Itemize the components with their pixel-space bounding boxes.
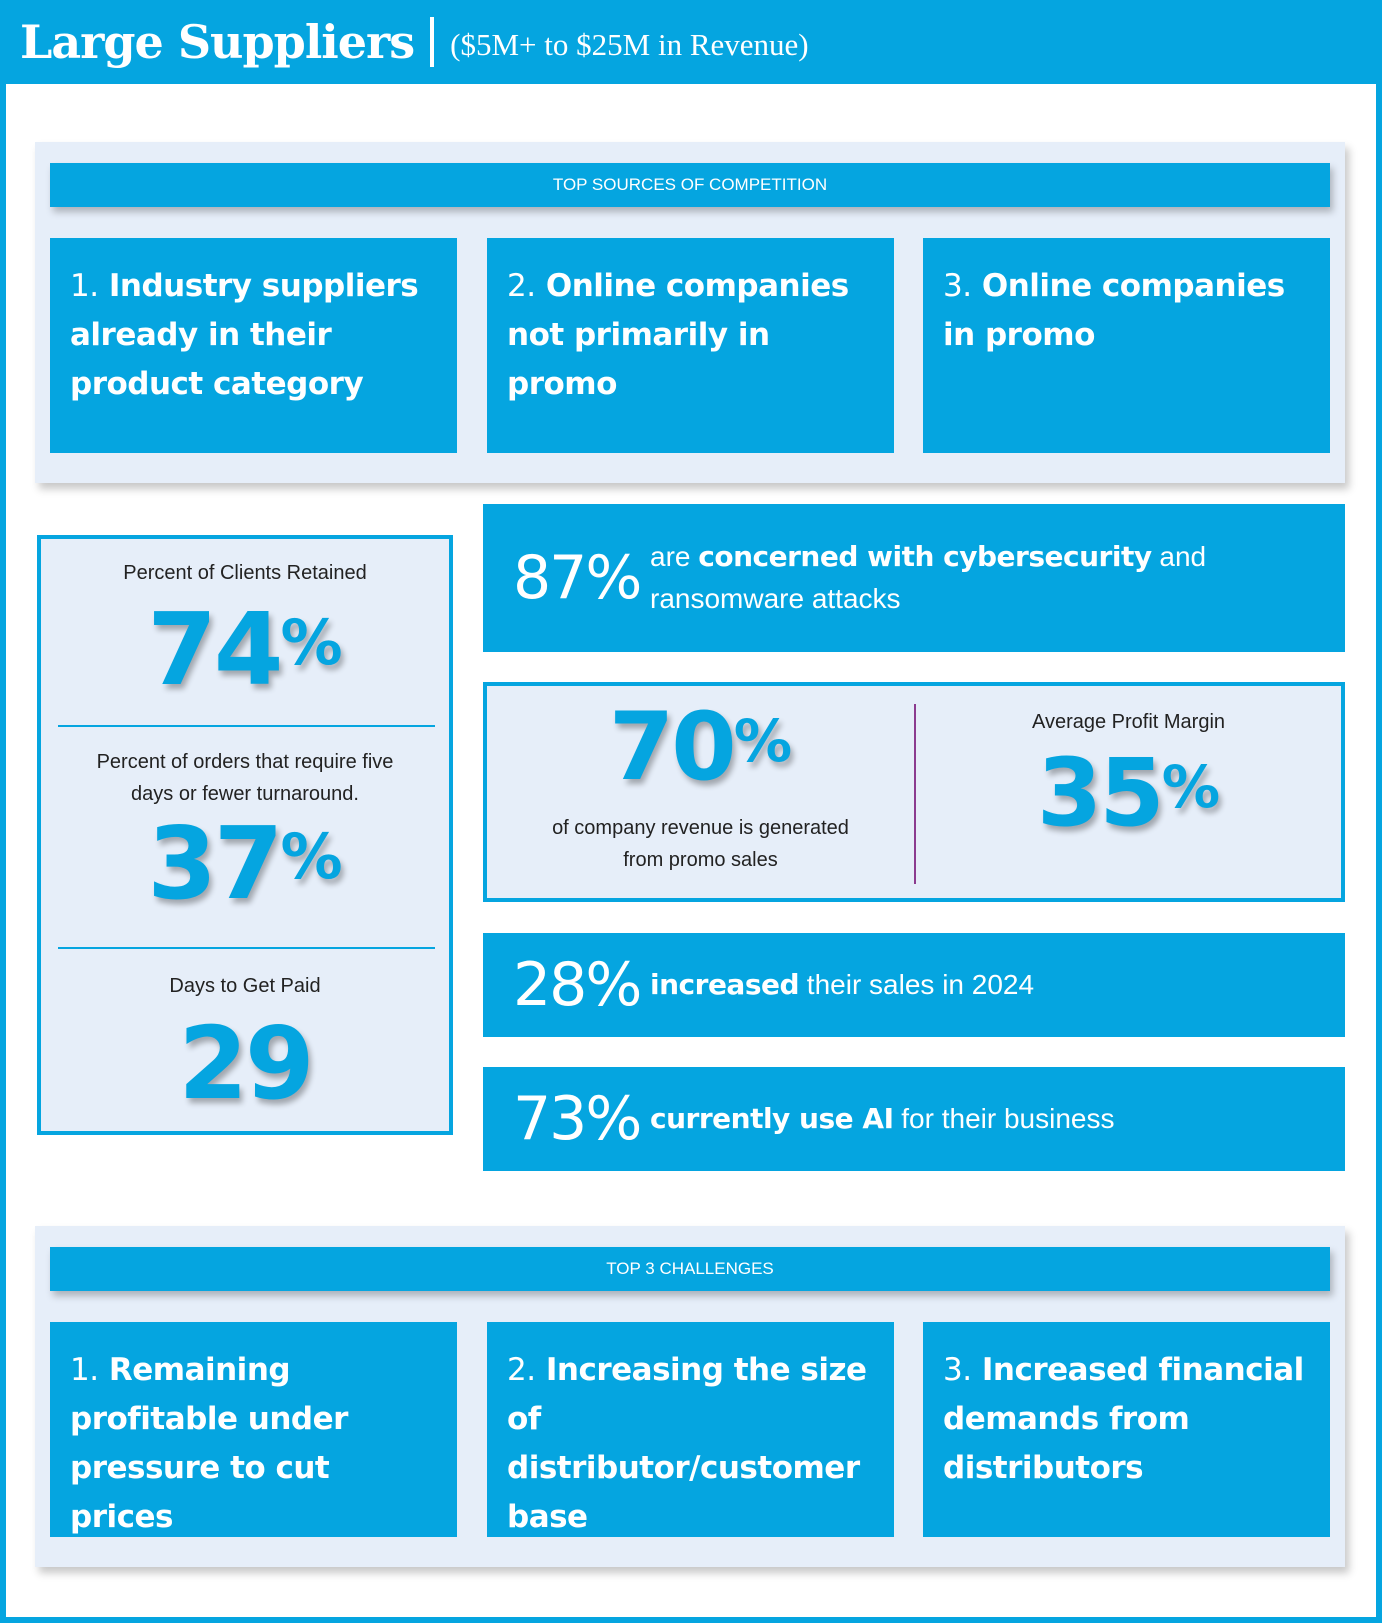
cyber-bold: concerned with cybersecurity [698,540,1152,573]
retained-label: Percent of Clients Retained [123,562,367,584]
challenge-num-2: 2. [507,1352,536,1388]
sales-text: increased their sales in 2024 [650,964,1034,1006]
turnaround-number: 37 [147,805,283,922]
left-stats-box: Percent of Clients Retained 74% Percent … [37,535,453,1135]
page-title: Large Suppliers [20,15,415,69]
competition-text-2: Online companies not primarily in promo [507,268,849,402]
turnaround-value: 37% [41,809,449,919]
ai-text: currently use AI for their business [650,1098,1114,1140]
cyber-line-1: are concerned with cybersecurity and [650,536,1206,578]
challenge-num-3: 3. [943,1352,972,1388]
cyber-text: are concerned with cybersecurity and ran… [650,536,1206,620]
competition-card-3: 3. Online companies in promo [923,238,1330,453]
cyber-pre: are [650,541,699,572]
challenge-num-1: 1. [70,1352,99,1388]
cyber-post: and [1151,541,1207,572]
sales-band: 28% increased their sales in 2024 [483,933,1345,1037]
paid-value: 29 [178,1005,314,1122]
competition-card-1: 1. Industry suppliers already in their p… [50,238,457,453]
page-subtitle: ($5M+ to $25M in Revenue) [450,27,809,62]
challenge-card-2: 2. Increasing the size of distributor/cu… [487,1322,894,1537]
retained-value: 74% [41,595,449,705]
ai-value: 73% [513,1084,642,1154]
competition-card-2: 2. Online companies not primarily in pro… [487,238,894,453]
revenue-percent: % [733,707,793,776]
competition-text-1: Industry suppliers already in their prod… [70,268,419,402]
revenue-margin-box: 70% of company revenue is generated from… [483,682,1345,902]
ai-band: 73% currently use AI for their business [483,1067,1345,1171]
margin-percent: % [1161,753,1221,822]
challenge-text-3: Increased financial demands from distrib… [943,1352,1304,1486]
challenges-heading: TOP 3 CHALLENGES [50,1247,1330,1291]
sales-value: 28% [513,950,642,1020]
competition-num-2: 2. [507,268,536,304]
paid-label: Days to Get Paid [169,975,321,997]
margin-value: 35% [916,742,1341,846]
challenge-card-1: 1. Remaining profitable under pressure t… [50,1322,457,1537]
turnaround-label-1: Percent of orders that require five [96,751,394,773]
retained-percent: % [280,605,343,679]
competition-heading: TOP SOURCES OF COMPETITION [50,163,1330,207]
cyber-band: 87% are concerned with cybersecurity and… [483,504,1345,652]
competition-num-1: 1. [70,268,99,304]
challenge-text-2: Increasing the size of distributor/custo… [507,1352,867,1535]
revenue-margin-divider [914,704,916,884]
cyber-line-2: ransomware attacks [650,583,901,614]
competition-text-3: Online companies in promo [943,268,1285,353]
margin-label: Average Profit Margin [1031,711,1226,733]
revenue-value: 70% [487,696,914,800]
cyber-value: 87% [513,543,642,613]
revenue-label-1: of company revenue is generated [552,817,849,839]
revenue-number: 70 [608,693,737,802]
challenge-text-1: Remaining profitable under pressure to c… [70,1352,348,1535]
ai-bold: currently use AI [650,1102,894,1135]
ai-rest: for their business [893,1103,1115,1134]
revenue-label-2: from promo sales [623,849,778,871]
turnaround-label-2: days or fewer turnaround. [131,783,359,805]
margin-number: 35 [1036,739,1165,848]
retained-number: 74 [147,591,283,708]
sales-bold: increased [650,968,800,1001]
challenge-card-3: 3. Increased financial demands from dist… [923,1322,1330,1537]
stats-divider-1 [58,725,435,727]
stats-divider-2 [58,947,435,949]
page-header: Large Suppliers ($5M+ to $25M in Revenue… [0,0,1382,84]
title-separator [430,17,435,67]
turnaround-percent: % [280,819,343,893]
competition-num-3: 3. [943,268,972,304]
sales-rest: their sales in 2024 [799,969,1035,1000]
